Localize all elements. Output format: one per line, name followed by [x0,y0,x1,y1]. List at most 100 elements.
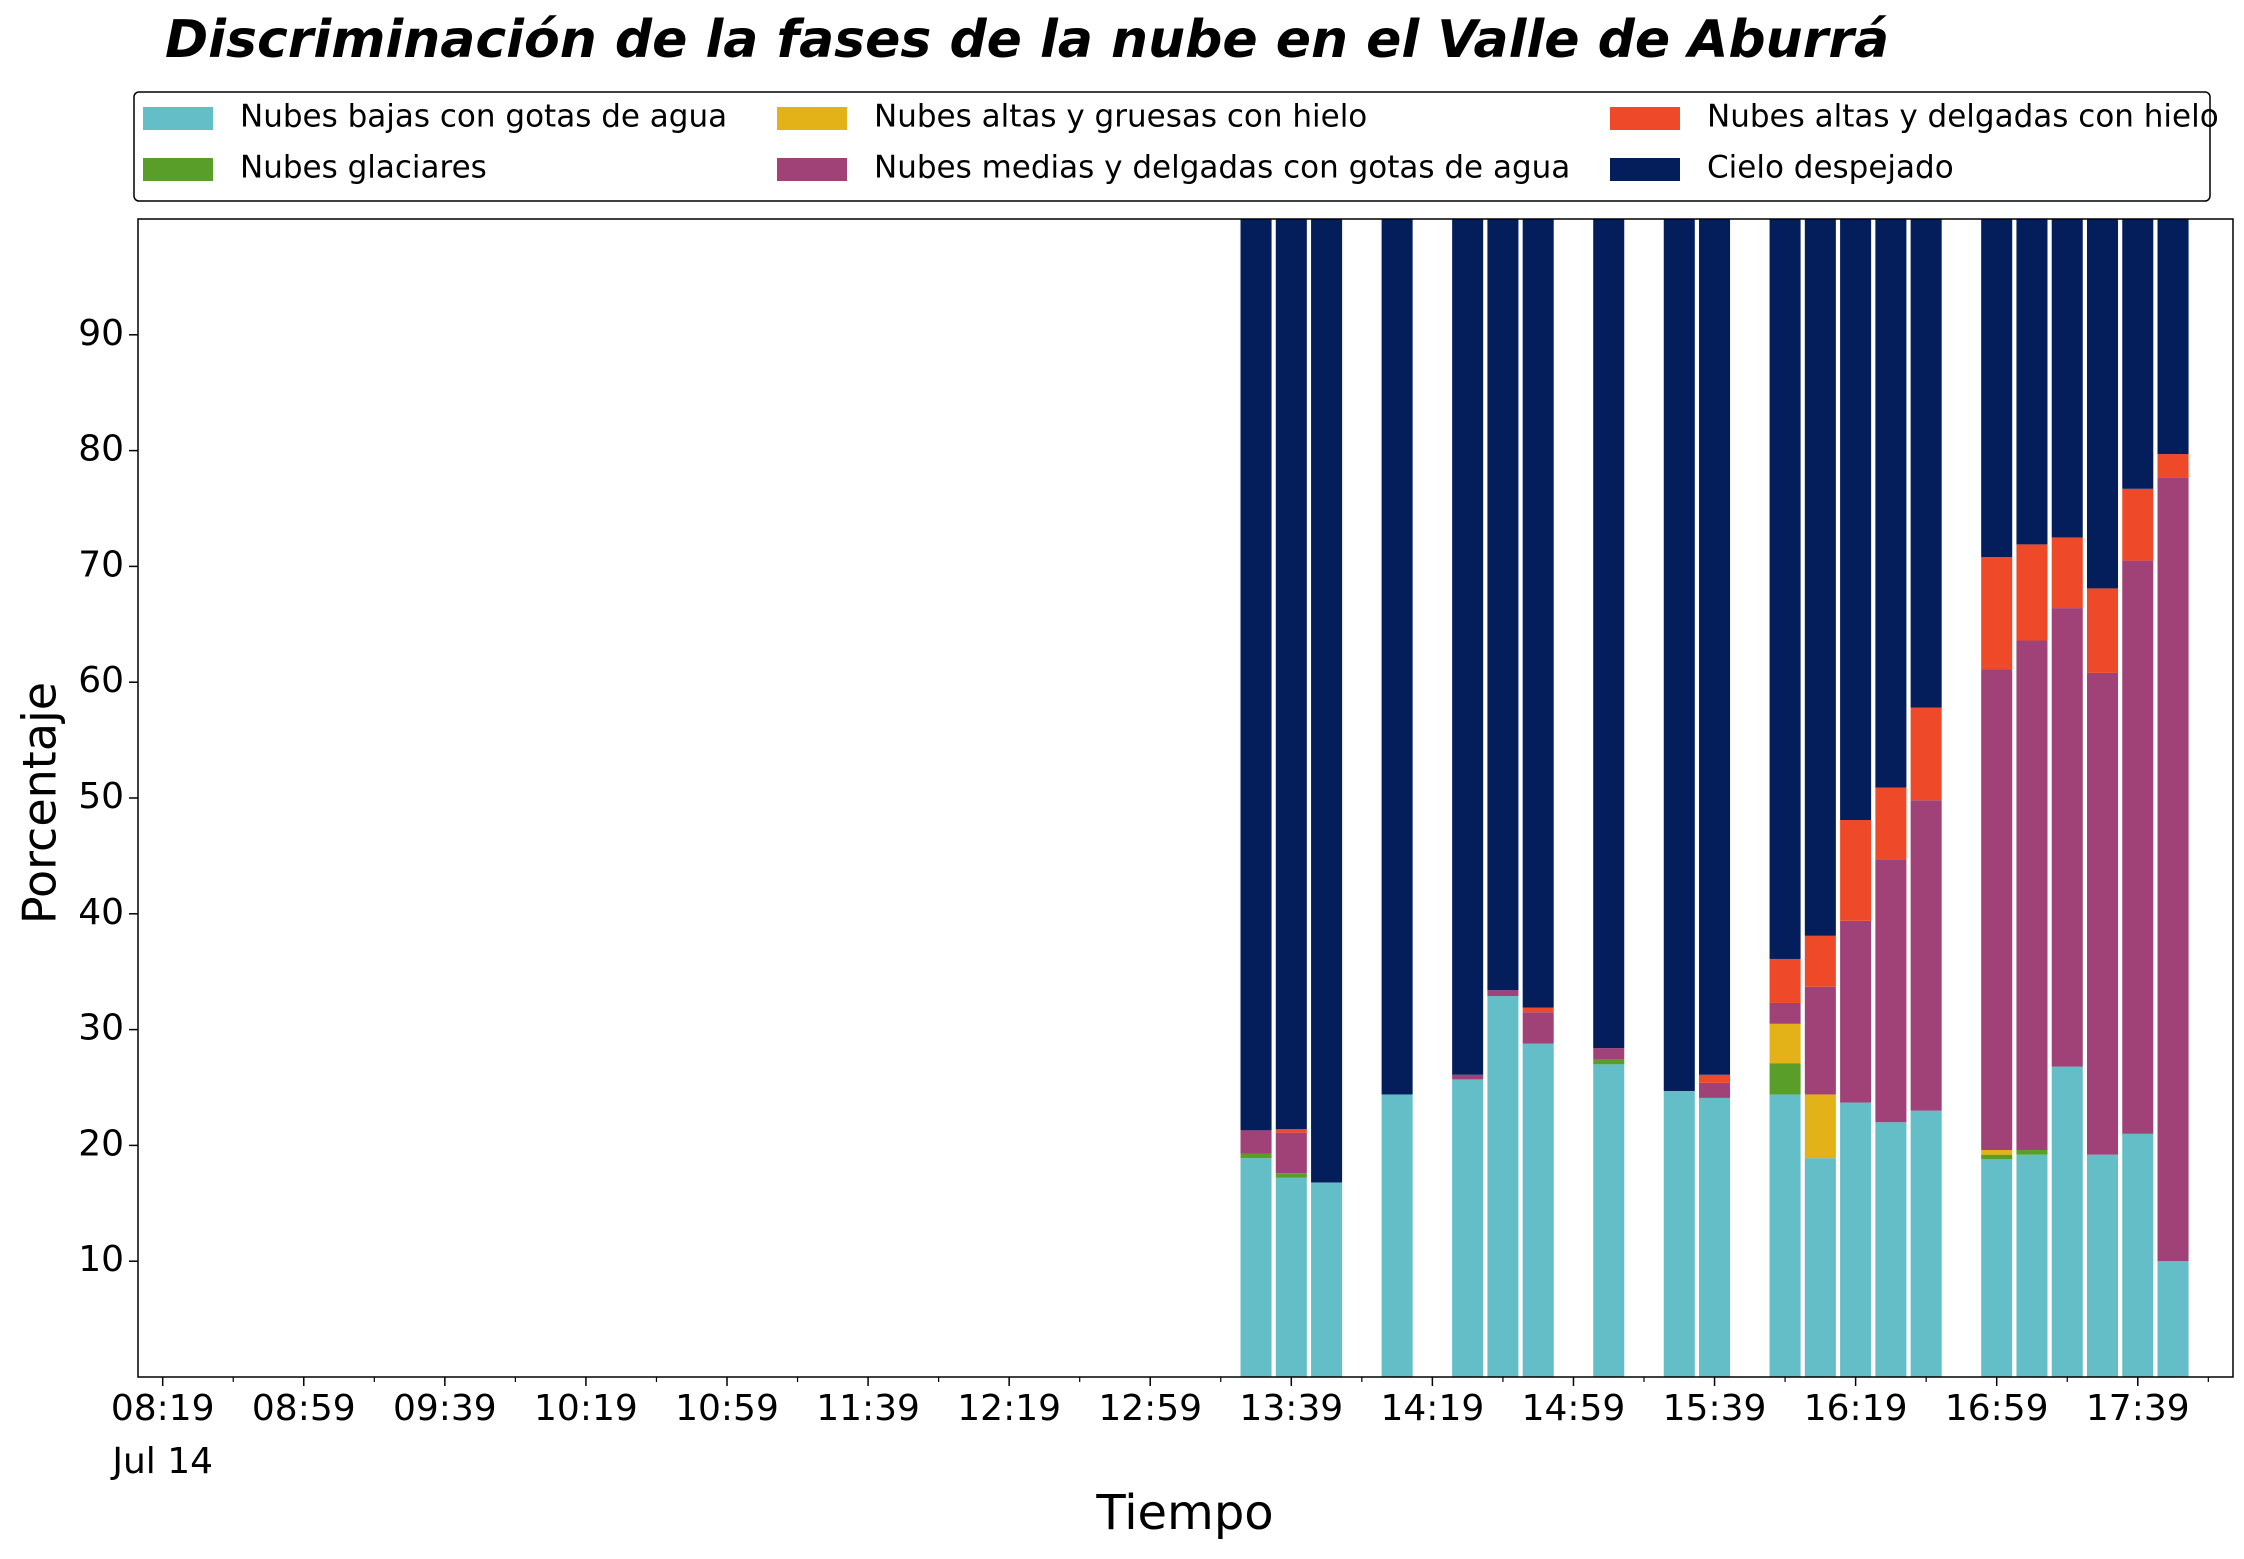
y-tick-label: 30 [78,1008,124,1049]
x-tick-label: 11:39 [816,1388,920,1429]
bar-segment [1804,986,1836,1095]
bar-segment [2122,488,2154,561]
x-tick-label: 08:19 [111,1388,215,1429]
y-tick-label: 40 [78,892,124,933]
y-tick-label: 90 [78,313,124,354]
x-tick-label: 16:59 [1945,1388,2049,1429]
bar-segment [1663,1090,1695,1377]
bar-segment [2122,1133,2154,1377]
bar-segment [1699,1082,1731,1098]
bar-segment [1981,219,2013,558]
bar-segment [1275,1132,1307,1174]
bar-segment [2157,1261,2189,1377]
bar-segment [1769,1002,1801,1024]
bar-segment [1699,1097,1731,1377]
bar-segment [1804,935,1836,987]
bar-segment [2122,560,2154,1134]
bar-segment [2086,672,2119,1155]
bar-segment [1910,219,1942,708]
bar-segment [1593,1064,1625,1377]
chart-title: Discriminación de la fases de la nube en… [165,10,1889,70]
bar-segment [2016,544,2048,641]
bar-segment [1699,219,1731,1075]
x-tick-label: 08:59 [252,1388,356,1429]
x-tick-label: 10:19 [534,1388,638,1429]
bar-segment [1487,996,1519,1377]
bar-segment [1311,1182,1343,1377]
bar-segment [1910,707,1942,801]
bar-segment [1840,820,1872,921]
bar-segment [1981,1150,2013,1155]
bar-segment [1981,557,2013,670]
bar-segment [1840,920,1872,1103]
bar-segment [1663,219,1695,1091]
bar-segment [2086,1154,2119,1377]
bar-segment [1910,800,1942,1111]
legend-swatch [143,158,213,181]
x-tick-label: 16:19 [1804,1388,1908,1429]
x-date-label: Jul 14 [110,1441,213,1482]
bar-segment [1875,787,1907,860]
bar-segment [1593,1048,1625,1060]
legend-swatch [1610,158,1680,181]
bar-segment [1522,1012,1554,1044]
bar-segment [1769,958,1801,1003]
bar-segment [2157,454,2189,478]
bar-segment [1240,219,1272,1131]
legend-swatch [143,107,213,130]
x-tick-label: 12:59 [1098,1388,1202,1429]
bar-segment [1240,1158,1272,1377]
legend-label: Nubes bajas con gotas de agua [240,99,727,135]
bar-segment [1487,219,1519,991]
legend-label: Nubes altas y delgadas con hielo [1707,99,2219,135]
bar-segment [1981,669,2013,1151]
x-tick-label: 17:39 [2086,1388,2190,1429]
bar-segment [1804,1158,1836,1377]
bar-segment [1875,219,1907,788]
bar-segment [1981,1159,2013,1377]
bar-segment [2016,219,2048,545]
bar-segment [1381,1094,1413,1377]
x-tick-label: 12:19 [957,1388,1061,1429]
bar-segment [1769,1094,1801,1377]
bar-segment [2157,219,2189,455]
x-tick-label: 10:59 [675,1388,779,1429]
legend-swatch [777,107,847,130]
legend-swatch [777,158,847,181]
bar-segment [1840,1102,1872,1377]
y-tick-label: 60 [78,660,124,701]
x-axis-label: Tiempo [1095,1485,1273,1541]
bar-segment [1522,1043,1554,1377]
bar-segment [1910,1110,1942,1377]
bar-segment [1452,1079,1484,1377]
bar-segment [1275,1173,1307,1178]
bar-segment [1769,219,1801,959]
y-tick-label: 80 [78,429,124,470]
bar-segment [1522,219,1554,1008]
y-tick-label: 20 [78,1123,124,1164]
bar-segment [1840,219,1872,821]
bar-segment [1804,219,1836,936]
bar-segment [1875,859,1907,1123]
bar-segment [2086,219,2119,589]
bar-segment [1981,1154,2013,1160]
bar-segment [1240,1153,1272,1159]
x-tick-label: 15:39 [1663,1388,1767,1429]
bar-segment [1593,1059,1625,1065]
bar-segment [1769,1063,1801,1095]
legend-box [133,91,2211,202]
bar-segment [1452,1074,1484,1080]
x-tick-label: 14:19 [1381,1388,1485,1429]
legend-label: Cielo despejado [1707,150,1954,186]
bar-segment [2157,477,2189,1262]
legend-swatch [1610,107,1680,130]
y-axis-label: Porcentaje [13,682,67,924]
bar-segment [2122,219,2154,489]
bar-segment [1311,219,1343,1183]
bar-segment [2051,219,2083,538]
bar-segment [2016,1154,2048,1377]
legend-label: Nubes medias y delgadas con gotas de agu… [874,150,1570,186]
legend-label: Nubes altas y gruesas con hielo [874,99,1367,135]
bar-segment [2051,537,2083,609]
